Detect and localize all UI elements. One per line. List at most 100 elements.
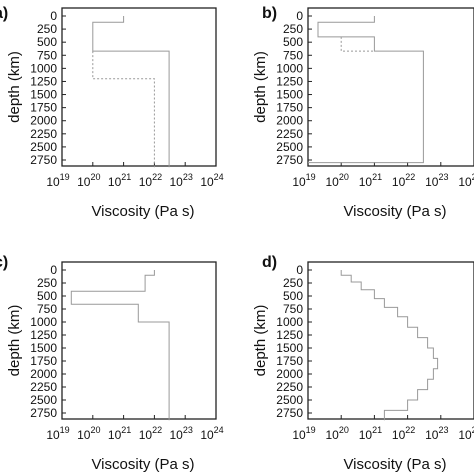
y-tick-label: 1000 [30, 315, 57, 329]
x-tick-base: 10 [359, 428, 373, 442]
x-tick-exponent: 21 [121, 172, 131, 182]
x-tick-base: 10 [200, 175, 214, 189]
x-tick-base: 10 [458, 175, 472, 189]
y-tick-label: 2500 [276, 393, 303, 407]
y-tick-label: 2750 [276, 153, 303, 167]
x-tick-exponent: 20 [90, 172, 100, 182]
y-tick-label: 2000 [276, 367, 303, 381]
x-tick-exponent: 20 [339, 172, 349, 182]
x-tick-label: 1023 [425, 425, 448, 442]
x-tick-label: 1019 [292, 172, 315, 189]
y-tick-label: 2000 [276, 114, 303, 128]
x-tick-exponent: 21 [372, 172, 382, 182]
y-tick-label: 250 [283, 276, 303, 290]
x-tick-base: 10 [292, 175, 306, 189]
y-axis-label: depth (km) [252, 51, 269, 123]
x-tick-base: 10 [292, 428, 306, 442]
y-tick-label: 2750 [30, 153, 57, 167]
x-tick-label: 1019 [46, 172, 69, 189]
y-tick-label: 1500 [276, 341, 303, 355]
panel-letter: d) [262, 254, 277, 271]
plot-frame [61, 261, 217, 420]
y-tick-label: 1750 [30, 354, 57, 368]
y-tick-label: 0 [296, 9, 303, 23]
x-tick-label: 1021 [359, 425, 382, 442]
viscosity-profile-dashed [92, 51, 155, 168]
viscosity-profile [308, 16, 424, 164]
x-tick-label: 1024 [200, 425, 223, 442]
x-tick-base: 10 [139, 175, 153, 189]
y-tick-label: 1750 [30, 101, 57, 115]
x-tick-exponent: 19 [60, 425, 70, 435]
y-tick-label: 500 [37, 289, 57, 303]
x-tick-base: 10 [326, 175, 340, 189]
x-tick-label: 1021 [108, 172, 131, 189]
y-axis-label: depth (km) [6, 305, 23, 377]
x-tick-exponent: 23 [438, 425, 448, 435]
y-tick-label: 2000 [30, 367, 57, 381]
x-tick-base: 10 [46, 175, 60, 189]
x-axis-label: Viscosity (Pa s) [91, 203, 194, 220]
x-axis-label: Viscosity (Pa s) [343, 203, 446, 220]
y-tick-label: 2250 [276, 127, 303, 141]
x-tick-exponent: 23 [183, 425, 193, 435]
x-tick-exponent: 23 [438, 172, 448, 182]
x-tick-label: 1024 [458, 172, 474, 189]
x-tick-label: 1023 [170, 425, 193, 442]
y-tick-label: 750 [283, 48, 303, 62]
x-tick-label: 1022 [139, 172, 162, 189]
x-tick-label: 1022 [139, 425, 162, 442]
x-tick-base: 10 [458, 428, 472, 442]
y-axis-label: depth (km) [6, 51, 23, 123]
x-tick-exponent: 20 [90, 425, 100, 435]
y-tick-label: 2250 [276, 380, 303, 394]
plot-frame [61, 7, 217, 167]
x-tick-base: 10 [139, 428, 153, 442]
y-tick-label: 2500 [30, 140, 57, 154]
x-tick-label: 1020 [77, 172, 100, 189]
y-tick-label: 1000 [276, 315, 303, 329]
x-tick-base: 10 [108, 175, 122, 189]
y-tick-label: 250 [283, 22, 303, 36]
x-tick-label: 1022 [392, 172, 415, 189]
y-tick-label: 250 [37, 22, 57, 36]
x-tick-exponent: 20 [339, 425, 349, 435]
panel-letter: b) [262, 5, 277, 22]
x-tick-exponent: 22 [152, 425, 162, 435]
y-tick-label: 750 [283, 302, 303, 316]
x-tick-label: 1021 [108, 425, 131, 442]
y-axis-label: depth (km) [252, 305, 269, 377]
y-tick-label: 0 [50, 263, 57, 277]
x-tick-label: 1024 [200, 172, 223, 189]
viscosity-profile [92, 16, 170, 168]
x-tick-label: 1019 [292, 425, 315, 442]
x-tick-label: 1021 [359, 172, 382, 189]
y-tick-label: 1000 [30, 61, 57, 75]
y-tick-label: 750 [37, 302, 57, 316]
y-tick-label: 500 [283, 289, 303, 303]
panel-b: 0250500750100012501500175020002250250027… [252, 5, 474, 220]
x-tick-base: 10 [392, 428, 406, 442]
x-tick-label: 1023 [425, 172, 448, 189]
viscosity-profile [70, 270, 170, 421]
y-tick-label: 2750 [276, 406, 303, 420]
x-tick-label: 1022 [392, 425, 415, 442]
x-tick-base: 10 [425, 428, 439, 442]
x-tick-base: 10 [392, 175, 406, 189]
y-tick-label: 2250 [30, 380, 57, 394]
x-tick-base: 10 [425, 175, 439, 189]
y-tick-label: 1500 [30, 88, 57, 102]
x-tick-exponent: 24 [214, 172, 224, 182]
x-tick-label: 1020 [326, 172, 349, 189]
panel-letter: a) [0, 5, 8, 22]
y-tick-label: 250 [37, 276, 57, 290]
x-tick-label: 1020 [77, 425, 100, 442]
y-tick-label: 1500 [30, 341, 57, 355]
y-tick-label: 0 [50, 9, 57, 23]
y-tick-label: 500 [283, 35, 303, 49]
x-tick-exponent: 24 [472, 425, 474, 435]
x-tick-base: 10 [170, 175, 184, 189]
panel-a: 0250500750100012501500175020002250250027… [0, 5, 224, 220]
y-tick-label: 2500 [276, 140, 303, 154]
x-tick-base: 10 [200, 428, 214, 442]
